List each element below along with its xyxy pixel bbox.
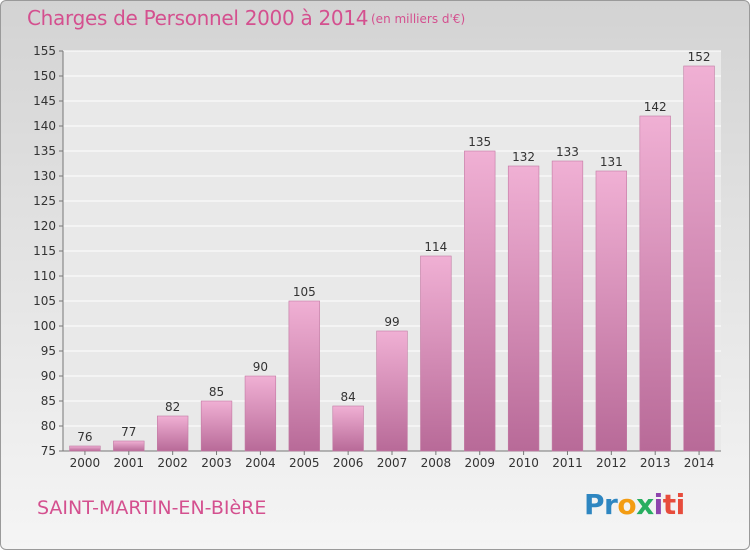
logo-part: o — [617, 488, 637, 521]
bar-2005 — [288, 300, 320, 452]
data-label: 135 — [468, 135, 491, 149]
logo-part: i — [653, 488, 664, 521]
x-tick-label: 2000 — [70, 456, 101, 470]
data-label: 82 — [165, 400, 180, 414]
bar-2011 — [551, 160, 584, 452]
bar-2008 — [420, 255, 452, 452]
data-label: 90 — [253, 360, 268, 374]
y-tick-label: 105 — [33, 294, 56, 308]
bar-2004 — [244, 375, 277, 452]
y-tick-label: 140 — [33, 119, 56, 133]
y-tick-label: 110 — [33, 269, 56, 283]
x-tick-label: 2006 — [333, 456, 364, 470]
bar-2001 — [113, 440, 145, 452]
y-tick-label: 95 — [41, 344, 56, 358]
y-tick-label: 75 — [41, 444, 56, 458]
bar-2014 — [683, 65, 715, 452]
data-label: 85 — [209, 385, 224, 399]
y-tick-label: 80 — [41, 419, 56, 433]
y-tick-label: 155 — [33, 44, 56, 58]
bar-2010 — [507, 165, 540, 452]
y-tick-label: 100 — [33, 319, 56, 333]
bar-2002 — [157, 415, 189, 452]
data-label: 133 — [556, 145, 579, 159]
y-tick-label: 90 — [41, 369, 56, 383]
x-tick-label: 2014 — [684, 456, 715, 470]
bar-2013 — [639, 115, 671, 452]
y-tick-label: 145 — [33, 94, 56, 108]
data-label: 77 — [121, 425, 136, 439]
x-tick-label: 2013 — [640, 456, 671, 470]
x-tick-label: 2001 — [114, 456, 145, 470]
bar-2007 — [376, 330, 408, 452]
x-tick-label: 2002 — [157, 456, 188, 470]
x-tick-label: 2004 — [245, 456, 276, 470]
bar-2012 — [595, 170, 627, 452]
data-label: 152 — [688, 50, 711, 64]
data-label: 84 — [340, 390, 355, 404]
x-tick-label: 2009 — [464, 456, 495, 470]
x-tick-label: 2010 — [508, 456, 539, 470]
bar-2009 — [464, 150, 496, 452]
data-label: 114 — [424, 240, 447, 254]
logo-part: Pr — [584, 488, 618, 521]
y-tick-label: 130 — [33, 169, 56, 183]
y-tick-label: 150 — [33, 69, 56, 83]
x-tick-label: 2003 — [201, 456, 232, 470]
x-tick-label: 2012 — [596, 456, 627, 470]
data-label: 131 — [600, 155, 623, 169]
x-tick-label: 2005 — [289, 456, 320, 470]
y-tick-label: 115 — [33, 244, 56, 258]
data-label: 76 — [77, 430, 92, 444]
y-tick-label: 135 — [33, 144, 56, 158]
city-name: SAINT-MARTIN-EN-BIèRE — [37, 497, 267, 519]
data-label: 142 — [644, 100, 667, 114]
bar-2003 — [200, 400, 233, 452]
x-tick-label: 2007 — [377, 456, 408, 470]
y-tick-label: 85 — [41, 394, 56, 408]
y-tick-label: 120 — [33, 219, 56, 233]
chart-unit: (en milliers d'€) — [371, 12, 466, 26]
data-label: 99 — [384, 315, 399, 329]
bar-2006 — [332, 405, 364, 452]
chart-title: Charges de Personnel 2000 à 2014 — [27, 6, 369, 30]
x-tick-label: 2008 — [421, 456, 452, 470]
logo-part: x — [636, 488, 654, 521]
x-tick-label: 2011 — [552, 456, 583, 470]
bar-2000 — [69, 445, 101, 452]
data-label: 132 — [512, 150, 535, 164]
data-label: 105 — [293, 285, 316, 299]
proxiti-logo: Proxiti — [584, 488, 685, 521]
y-tick-label: 125 — [33, 194, 56, 208]
logo-part: ti — [662, 488, 685, 521]
